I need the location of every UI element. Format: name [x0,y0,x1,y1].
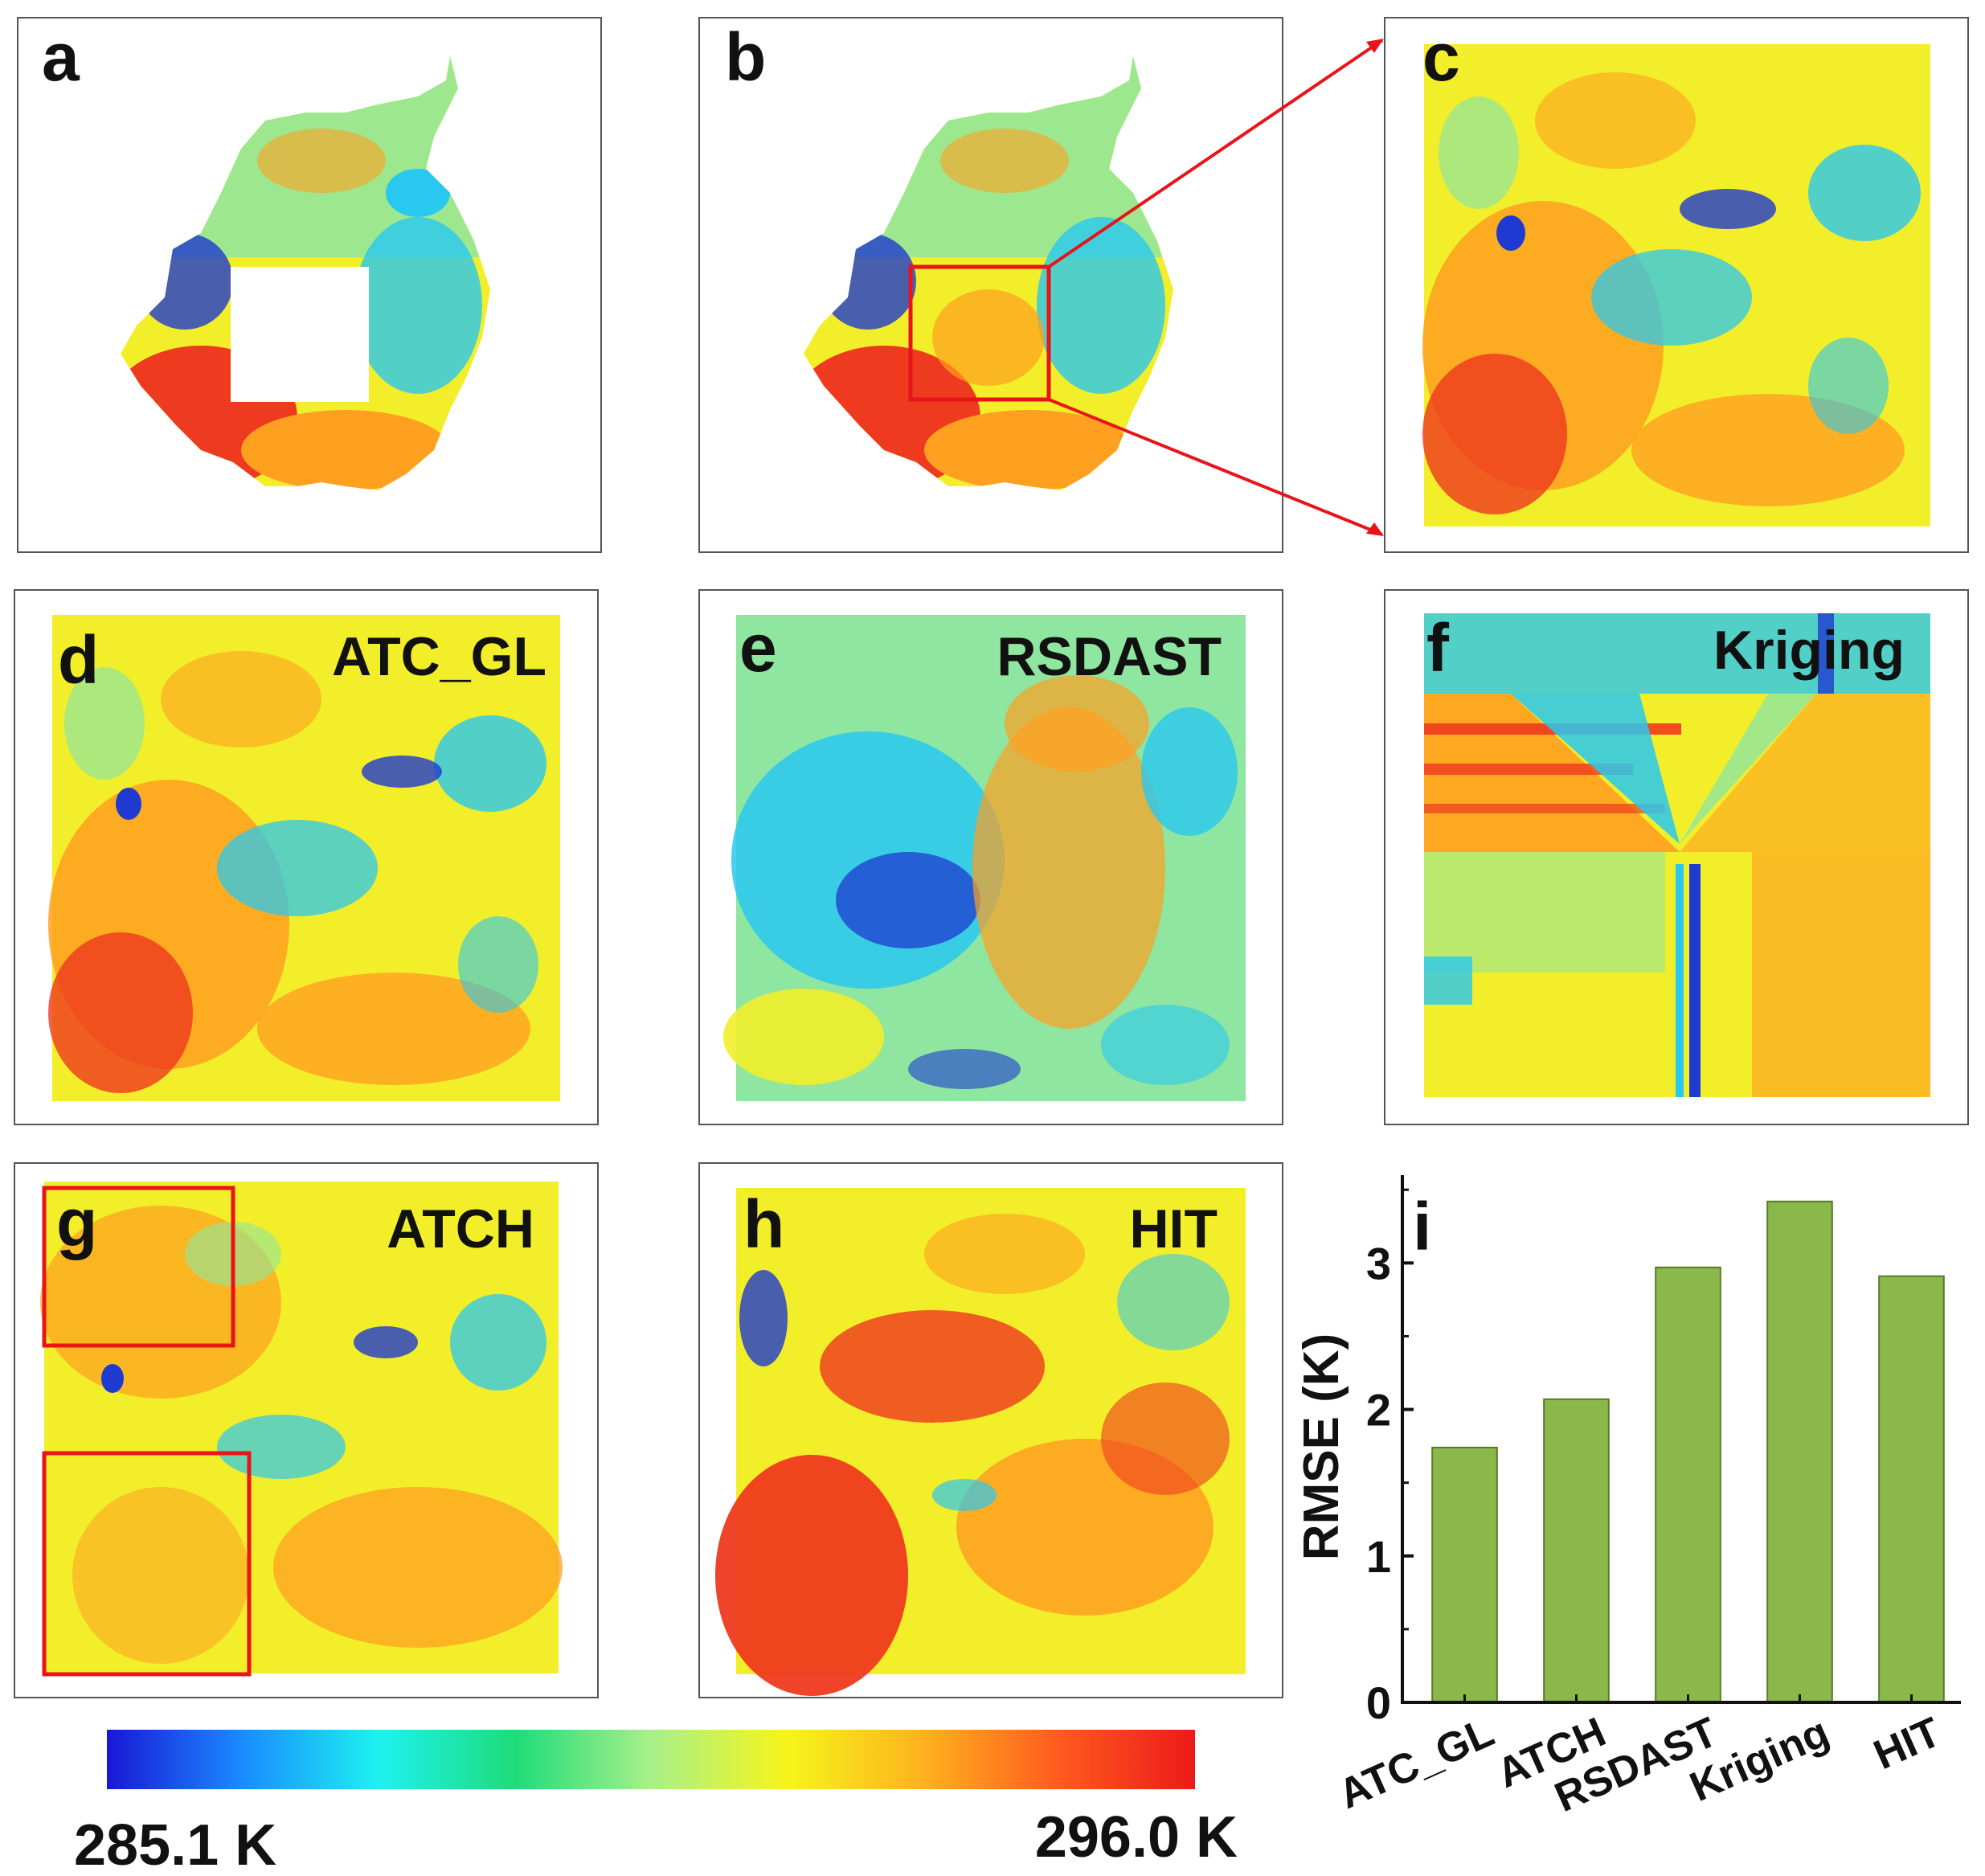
colorbar-max-label: 296.0 K [1035,1805,1238,1870]
panel-e-title: RSDAST [997,626,1222,687]
panel-h-letter: h [743,1186,784,1262]
zoom-line-bottom [1048,398,1383,536]
panel-d-texture [48,651,546,1093]
y-tick-label: 0 [1366,1677,1391,1728]
panel-a-letter: a [42,19,80,95]
bar-rsdast [1655,1266,1721,1704]
panel-g-title: ATCH [387,1198,534,1260]
y-axis-label: RMSE (K) [1294,1333,1349,1560]
x-tick-label: HIT [1867,1709,1947,1779]
panel-b-letter: b [725,19,766,95]
panel-g-letter: g [56,1185,97,1260]
zoom-arrow-bottom [1366,522,1384,536]
zoom-arrow-top [1366,39,1384,53]
panel-e: e RSDAST [698,589,1283,1125]
panel-h-title: HIT [1129,1198,1218,1260]
y-tick-label: 3 [1366,1238,1391,1288]
panel-h: h HIT [698,1162,1283,1698]
panel-g-texture [40,1206,563,1664]
panel-e-texture [723,675,1238,1089]
colorbar-bar [107,1730,1195,1789]
panel-f-title: Kriging [1713,620,1905,681]
y-tick-label: 1 [1366,1531,1391,1582]
panel-a-gap [231,267,369,402]
panel-g: g ATCH [14,1162,599,1698]
bar-hit [1878,1275,1945,1703]
panel-d-title: ATC_GL [332,626,546,687]
y-tick-label: 2 [1366,1385,1391,1436]
panel-i-letter: i [1413,1189,1431,1264]
panel-c-texture [1422,72,1921,514]
colorbar: 285.1 K 296.0 K [74,1730,1238,1876]
colorbar-min-label: 285.1 K [74,1813,276,1876]
panel-f-texture [1424,613,1930,1097]
panel-f: f Kriging [1384,589,1969,1125]
panel-e-letter: e [739,610,777,686]
panel-h-texture [715,1214,1230,1696]
panel-a: a [17,17,602,553]
panel-g-highlight-top [42,1186,235,1348]
panel-d-letter: d [58,622,99,698]
bar-atch [1543,1398,1610,1704]
panel-d: d ATC_GL [14,589,599,1125]
zoom-line-top [1047,39,1384,268]
panel-c: c [1384,17,1969,553]
panel-b: b [698,17,1283,553]
panel-g-highlight-bottom [42,1451,252,1677]
panel-b-zoom-box [908,264,1051,402]
bar-kriging [1766,1200,1833,1704]
panel-f-letter: f [1426,610,1450,686]
panel-c-letter: c [1422,19,1460,95]
x-tick-label: ATC_GL [1332,1709,1500,1818]
bar-atc-gl [1431,1446,1498,1704]
